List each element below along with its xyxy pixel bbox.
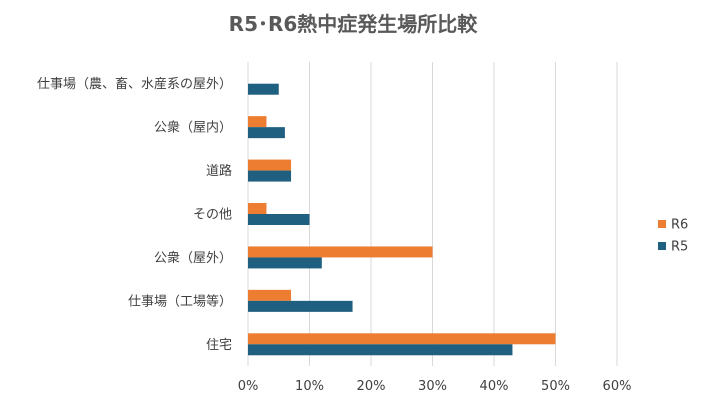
x-tick-labels: 0% 10% 20% 30% 40% 50% 60% [238, 379, 632, 394]
legend-label: R5 [671, 240, 688, 255]
category-label: 住宅 [206, 338, 232, 353]
bar-r5 [248, 170, 292, 182]
bar-r5 [248, 300, 353, 312]
x-tick-label: 50% [541, 379, 570, 394]
x-tick-label: 30% [418, 379, 447, 394]
x-tick-label: 20% [357, 379, 386, 394]
bar-r6 [248, 333, 556, 345]
bar-r5 [248, 214, 310, 225]
category-label: 公衆（屋内） [154, 120, 232, 136]
category-label: 仕事場（工場等） [128, 293, 232, 309]
bar-r5 [248, 127, 285, 139]
legend-label: R6 [671, 218, 688, 233]
bar-r5 [248, 83, 279, 95]
bar-r5 [248, 344, 513, 356]
legend-swatch [658, 242, 666, 250]
bar-r6 [248, 116, 267, 128]
chart-title: R5･R6熱中症発生場所比較 [229, 12, 479, 36]
x-tick-label: 0% [238, 379, 259, 394]
bar-r6 [248, 289, 292, 301]
category-label: その他 [193, 208, 232, 223]
bar-r6 [248, 159, 292, 171]
x-tick-label: 40% [480, 379, 509, 394]
x-tick-label: 60% [603, 379, 632, 394]
gridlines [247, 62, 618, 366]
x-tick-label: 10% [295, 379, 324, 394]
legend-swatch [658, 220, 666, 228]
bar-r6 [248, 203, 267, 214]
bars [248, 83, 556, 356]
category-label: 公衆（屋外） [154, 250, 232, 266]
bar-r6 [248, 246, 433, 258]
category-label: 仕事場（農、畜、水産系の屋外） [37, 76, 232, 92]
category-label: 道路 [206, 163, 232, 179]
bar-r5 [248, 257, 322, 269]
